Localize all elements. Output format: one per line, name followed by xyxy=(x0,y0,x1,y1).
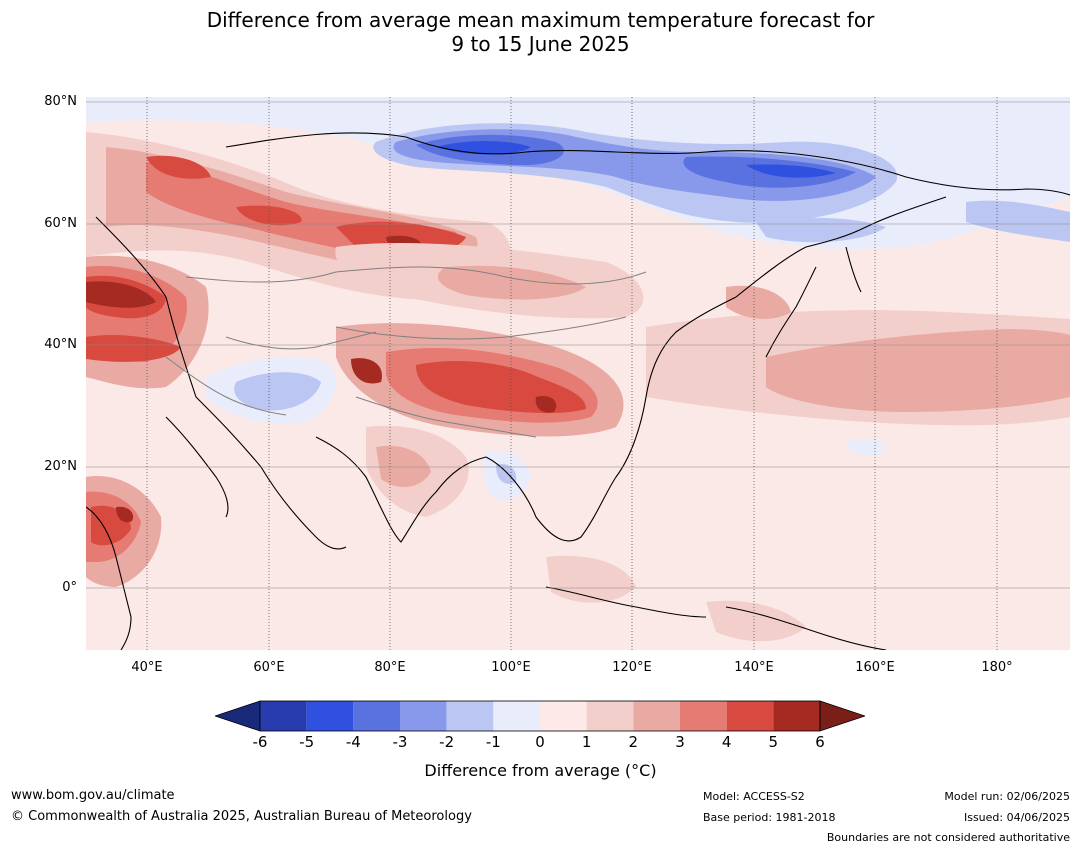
website-link[interactable]: www.bom.gov.au/climate xyxy=(11,788,175,803)
lon-label-100e: 100°E xyxy=(491,660,531,675)
coast-japan xyxy=(765,266,817,358)
disclaimer-text: Boundaries are not considered authoritat… xyxy=(826,831,1070,844)
temperature-anomaly-map xyxy=(86,97,1070,650)
colorbar-outline xyxy=(259,700,821,732)
colorbar-tick-label: 3 xyxy=(675,733,685,751)
colorbar-tick-label: 6 xyxy=(815,733,825,751)
warm-region-japan xyxy=(726,285,791,319)
lat-label-40n: 40°N xyxy=(44,337,77,352)
colorbar-swatch xyxy=(493,701,540,731)
cool-region-pacific-spot xyxy=(846,438,886,456)
lon-label-160e: 160°E xyxy=(855,660,895,675)
lon-label-80e: 80°E xyxy=(374,660,406,675)
coast-indonesia xyxy=(545,586,707,618)
model-text: Model: ACCESS-S2 xyxy=(703,790,805,803)
warm-region-kashmir xyxy=(351,358,382,384)
colorbar-swatch xyxy=(260,701,307,731)
colorbar-tick-label: 2 xyxy=(628,733,639,751)
warm-region-kola xyxy=(146,155,211,179)
colorbar-tick-label: -5 xyxy=(299,733,315,751)
coast-china xyxy=(485,296,737,542)
colorbar-tick-label: 4 xyxy=(721,733,732,751)
coastlines xyxy=(86,132,1070,650)
warm-region-turkey xyxy=(86,335,181,362)
border-himalaya xyxy=(355,396,537,438)
coast-siberia-east xyxy=(735,196,947,298)
cold-region-bering xyxy=(966,200,1070,242)
colorbar-swatch xyxy=(446,701,494,731)
coast-australia xyxy=(725,606,887,650)
border-central-asia xyxy=(225,331,377,350)
colorbar-swatch xyxy=(586,701,634,731)
colorbar-swatch xyxy=(633,701,680,731)
colorbar-swatch xyxy=(306,701,354,731)
border-russia-kazakh xyxy=(185,266,647,285)
map-title: Difference from average mean maximum tem… xyxy=(0,8,1081,56)
latitude-lines xyxy=(86,101,1070,589)
country-borders xyxy=(165,266,647,438)
base-period-text: Base period: 1981-2018 xyxy=(703,811,836,824)
warm-region-caucasus-core xyxy=(86,281,156,308)
colorbar-tick-label: 0 xyxy=(535,733,545,751)
warm-region-borneo xyxy=(546,555,636,603)
cold-region-east-deep xyxy=(746,164,836,178)
title-line-1: Difference from average mean maximum tem… xyxy=(206,8,875,32)
lon-label-40e: 40°E xyxy=(131,660,163,675)
colorbar-swatch xyxy=(400,701,447,731)
colorbar-tick-label: 1 xyxy=(581,733,592,751)
cool-region-central-asia-2 xyxy=(234,372,321,411)
colorbar-tick-label: -4 xyxy=(345,733,361,751)
colorbar-tick-label: -6 xyxy=(252,733,268,751)
warm-region-africa-core xyxy=(116,506,134,523)
warm-region-png xyxy=(706,600,806,642)
model-run-text: Model run: 02/06/2025 xyxy=(944,790,1070,803)
colorbar-tick-label: -1 xyxy=(485,733,501,751)
longitude-lines xyxy=(146,97,998,650)
coast-kamchatka xyxy=(845,246,862,293)
lon-label-180: 180° xyxy=(981,660,1013,675)
colorbar-extend-low xyxy=(215,700,261,732)
colorbar-swatch xyxy=(726,701,774,731)
colorbar-tick-label: -3 xyxy=(392,733,408,751)
colorbar-tick-label: -2 xyxy=(439,733,455,751)
border-china xyxy=(335,316,627,340)
lat-label-80n: 80°N xyxy=(44,94,77,109)
colorbar-label: Difference from average (°C) xyxy=(424,761,657,780)
warm-region-india-2 xyxy=(376,445,431,488)
issued-text: Issued: 04/06/2025 xyxy=(963,811,1070,824)
copyright-text: © Commonwealth of Australia 2025, Austra… xyxy=(11,809,472,824)
title-line-2: 9 to 15 June 2025 xyxy=(451,32,630,56)
warm-region-china-core xyxy=(535,396,557,413)
lat-label-20n: 20°N xyxy=(44,459,77,474)
colorbar-swatch xyxy=(540,701,587,731)
colorbar-swatch xyxy=(680,701,727,731)
lon-label-60e: 60°E xyxy=(253,660,285,675)
coast-europe-asia xyxy=(95,216,347,550)
lon-label-140e: 140°E xyxy=(734,660,774,675)
coast-arctic xyxy=(225,132,1070,196)
colorbar-tick-label: 5 xyxy=(768,733,779,751)
warm-region-west-russia-4 xyxy=(236,205,302,226)
warm-region-mongolia-2 xyxy=(437,265,586,300)
colorbar-extend-high xyxy=(819,700,865,732)
coast-arabia xyxy=(165,416,229,518)
coast-africa xyxy=(86,506,132,650)
warm-region-pacific-2 xyxy=(766,329,1070,412)
colorbar-swatch xyxy=(773,701,820,731)
lat-label-0: 0° xyxy=(62,580,77,595)
lat-label-60n: 60°N xyxy=(44,216,77,231)
colorbar-swatch xyxy=(353,701,400,731)
coast-india xyxy=(315,436,487,543)
colorbar xyxy=(215,700,865,732)
border-middle-east xyxy=(165,356,287,416)
lon-label-120e: 120°E xyxy=(612,660,652,675)
